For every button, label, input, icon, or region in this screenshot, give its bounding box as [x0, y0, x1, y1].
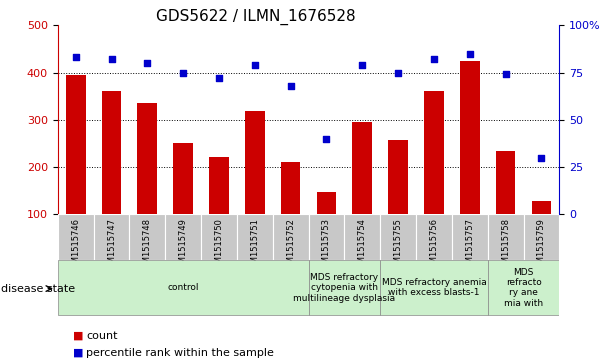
Text: GSM1515747: GSM1515747 [107, 218, 116, 274]
Point [322, 136, 331, 142]
FancyBboxPatch shape [201, 214, 237, 260]
FancyBboxPatch shape [308, 260, 380, 315]
Bar [173, 143, 193, 261]
Text: GSM1515758: GSM1515758 [501, 218, 510, 274]
Text: MDS refractory anemia
with excess blasts-1: MDS refractory anemia with excess blasts… [382, 278, 486, 297]
Text: GSM1515754: GSM1515754 [358, 218, 367, 274]
FancyBboxPatch shape [380, 214, 416, 260]
Point [250, 62, 260, 68]
Text: disease state: disease state [1, 284, 75, 294]
Point [142, 60, 152, 66]
Text: ■: ■ [73, 331, 83, 341]
FancyBboxPatch shape [488, 260, 559, 315]
Text: GSM1515748: GSM1515748 [143, 218, 152, 274]
Text: percentile rank within the sample: percentile rank within the sample [86, 348, 274, 358]
Bar [66, 75, 86, 261]
FancyBboxPatch shape [165, 214, 201, 260]
FancyBboxPatch shape [344, 214, 380, 260]
Point [501, 72, 511, 77]
Text: GSM1515746: GSM1515746 [71, 218, 80, 274]
Text: GSM1515757: GSM1515757 [465, 218, 474, 274]
FancyBboxPatch shape [380, 260, 488, 315]
Bar [353, 122, 372, 261]
FancyBboxPatch shape [523, 214, 559, 260]
Text: MDS refractory
cytopenia with
multilineage dysplasia: MDS refractory cytopenia with multilinea… [293, 273, 395, 303]
FancyBboxPatch shape [130, 214, 165, 260]
Point [178, 70, 188, 76]
Text: count: count [86, 331, 118, 341]
Text: ■: ■ [73, 348, 83, 358]
FancyBboxPatch shape [94, 214, 130, 260]
Bar [102, 91, 122, 261]
Text: GSM1515749: GSM1515749 [179, 218, 188, 274]
Text: GSM1515752: GSM1515752 [286, 218, 295, 274]
Point [393, 70, 403, 76]
FancyBboxPatch shape [488, 214, 523, 260]
Bar [245, 111, 264, 261]
Bar [531, 201, 551, 261]
Point [429, 57, 439, 62]
Point [286, 83, 295, 89]
FancyBboxPatch shape [308, 214, 344, 260]
Bar [389, 140, 408, 261]
Bar [496, 151, 516, 261]
Text: GSM1515755: GSM1515755 [393, 218, 402, 274]
Point [71, 54, 80, 60]
FancyBboxPatch shape [273, 214, 308, 260]
Text: GSM1515751: GSM1515751 [250, 218, 260, 274]
Text: GSM1515759: GSM1515759 [537, 218, 546, 274]
Text: GDS5622 / ILMN_1676528: GDS5622 / ILMN_1676528 [156, 9, 355, 25]
Text: GSM1515753: GSM1515753 [322, 218, 331, 274]
Bar [137, 103, 157, 261]
Bar [317, 192, 336, 261]
FancyBboxPatch shape [416, 214, 452, 260]
FancyBboxPatch shape [237, 214, 273, 260]
Text: GSM1515750: GSM1515750 [215, 218, 224, 274]
FancyBboxPatch shape [58, 214, 94, 260]
Point [465, 51, 475, 57]
Text: control: control [167, 283, 199, 292]
Point [214, 76, 224, 81]
Bar [281, 162, 300, 261]
Bar [424, 90, 444, 261]
Point [358, 62, 367, 68]
Point [106, 57, 116, 62]
Text: MDS
refracto
ry ane
mia with: MDS refracto ry ane mia with [504, 268, 543, 308]
Bar [209, 156, 229, 261]
Text: GSM1515756: GSM1515756 [429, 218, 438, 274]
FancyBboxPatch shape [58, 260, 308, 315]
Point [537, 155, 547, 160]
Bar [460, 61, 480, 261]
FancyBboxPatch shape [452, 214, 488, 260]
